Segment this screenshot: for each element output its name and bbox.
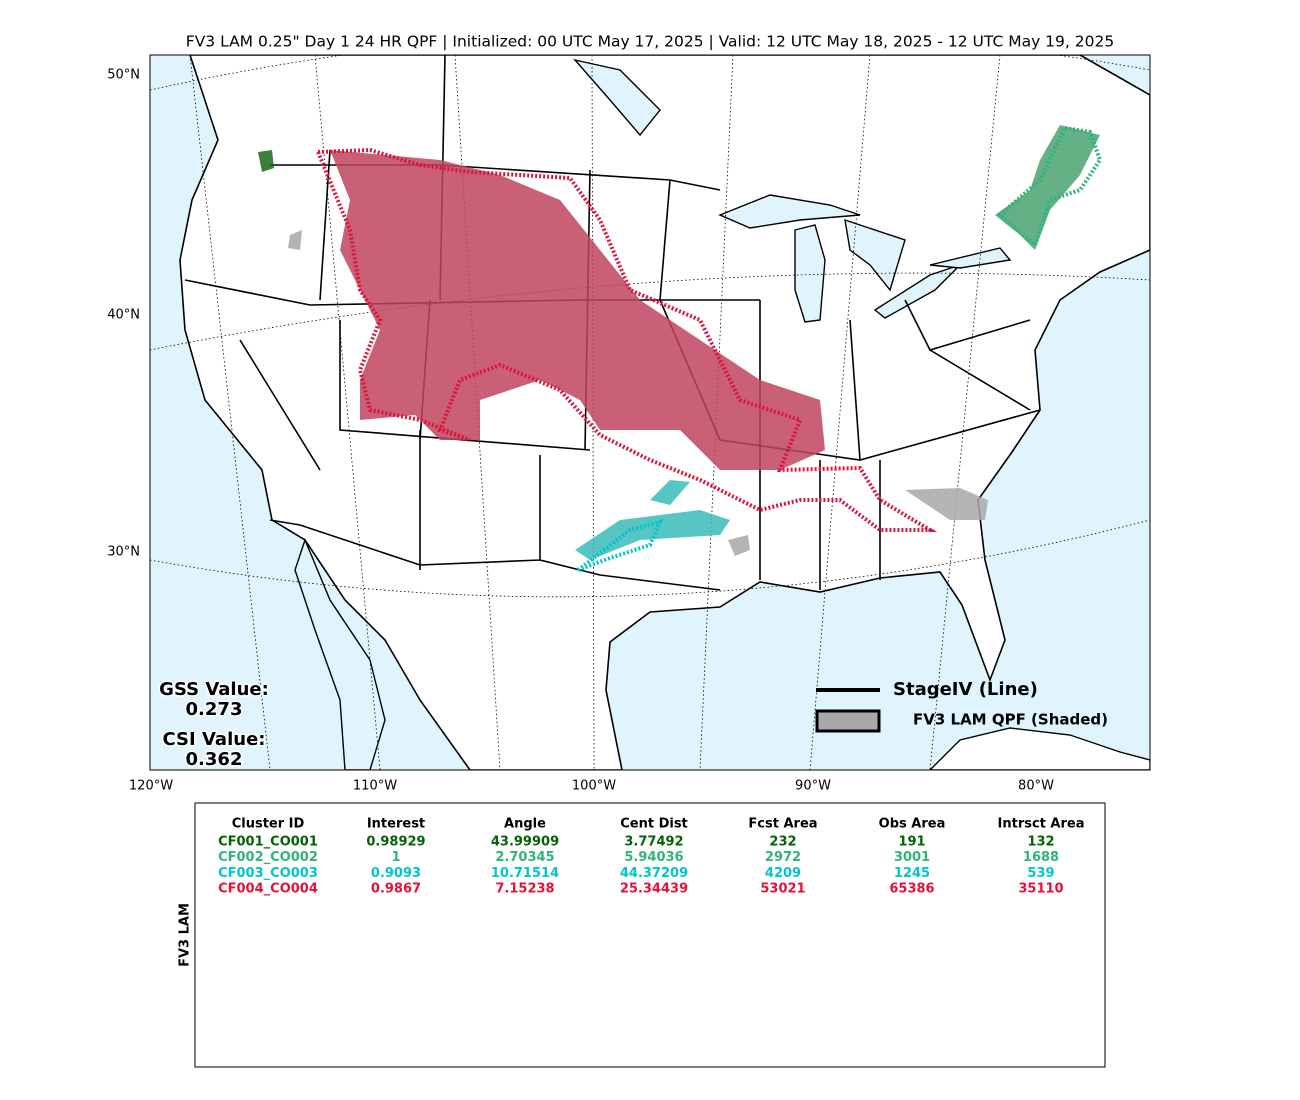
table-cell: 53021 (760, 882, 805, 897)
table-cell: CF001_CO001 (218, 835, 318, 850)
table-cell: 5.94036 (624, 850, 683, 865)
qpf-shaded (258, 125, 1100, 560)
lon-label: 80°W (1018, 779, 1054, 794)
legend-label: StageIV (Line) (893, 679, 1038, 700)
column-header: Fcst Area (748, 817, 817, 832)
lon-label: 90°W (795, 779, 831, 794)
table-cell: 3001 (894, 850, 930, 865)
table-cell: 1688 (1023, 850, 1059, 865)
map: 50°N 40°N 30°N 120°W 110°W 100°W 90°W 80… (107, 54, 1151, 794)
gss-value: 0.273 (186, 699, 243, 720)
table-cell: 0.9093 (371, 866, 421, 881)
lat-label: 40°N (107, 308, 140, 323)
table-cell: CF002_CO002 (218, 850, 318, 865)
legend-label: FV3 LAM QPF (Shaded) (913, 711, 1108, 729)
lon-labels: 120°W 110°W 100°W 90°W 80°W (129, 779, 1054, 794)
table-cell: 132 (1027, 835, 1054, 850)
column-header: Intrsct Area (998, 817, 1085, 832)
stats-table: FV3 LAM Cluster ID Interest Angle Cent Dist… (178, 802, 1106, 1068)
column-header: Interest (367, 817, 425, 832)
baja-gulf (294, 538, 386, 770)
lon-label: 120°W (129, 779, 173, 794)
column-header: Cent Dist (620, 817, 688, 832)
column-header: Angle (504, 817, 546, 832)
scores: GSS Value: 0.273 CSI Value: 0.362 (158, 678, 271, 772)
table-cell: CF004_CO004 (218, 882, 318, 897)
table-cell: 191 (898, 835, 925, 850)
lon-label: 110°W (353, 779, 397, 794)
table-side-label: FV3 LAM (178, 903, 193, 967)
table-cell: 65386 (889, 882, 934, 897)
table-cell: 232 (769, 835, 796, 850)
table-frame (194, 802, 1106, 1068)
table-cell: 10.71514 (491, 866, 559, 881)
table-cell: CF003_CO003 (218, 866, 318, 881)
csi-value: 0.362 (186, 749, 243, 770)
table-cell: 44.37209 (620, 866, 688, 881)
table-cell: 1 (391, 850, 400, 865)
legend-swatch (815, 709, 881, 733)
gss-label: GSS Value: (159, 679, 269, 700)
table-cell: 3.77492 (624, 835, 683, 850)
lat-labels: 50°N 40°N 30°N (107, 68, 140, 560)
title: FV3 LAM 0.25" Day 1 24 HR QPF | Initiali… (186, 33, 1114, 51)
qpf-cluster-3 (575, 480, 730, 560)
legend: StageIV (Line) FV3 LAM QPF (Shaded) (815, 679, 1108, 733)
table-cell: 1245 (894, 866, 930, 881)
qpf-cluster-4 (330, 150, 825, 470)
table-cell: 0.98929 (366, 835, 425, 850)
table-cell: 2972 (765, 850, 801, 865)
csi-label: CSI Value: (163, 729, 266, 750)
lon-label: 100°W (572, 779, 616, 794)
table-cell: 35110 (1018, 882, 1063, 897)
qpf-cluster-2 (995, 125, 1100, 250)
lat-label: 50°N (107, 68, 140, 83)
column-header: Obs Area (879, 817, 946, 832)
map-frame (149, 54, 1151, 771)
table-cell: 539 (1027, 866, 1054, 881)
cuba (929, 727, 1150, 770)
lat-label: 30°N (107, 545, 140, 560)
column-header: Cluster ID (232, 817, 305, 832)
table-cell: 0.9867 (371, 882, 421, 897)
table-cell: 2.70345 (495, 850, 554, 865)
stageiv-outlines (315, 125, 1103, 572)
great-lakes (573, 58, 1012, 323)
qpf-cluster-1 (258, 150, 274, 172)
table-cell: 43.99909 (491, 835, 559, 850)
table-cell: 25.34439 (620, 882, 688, 897)
table-cell: 4209 (765, 866, 801, 881)
table-cell: 7.15238 (495, 882, 554, 897)
